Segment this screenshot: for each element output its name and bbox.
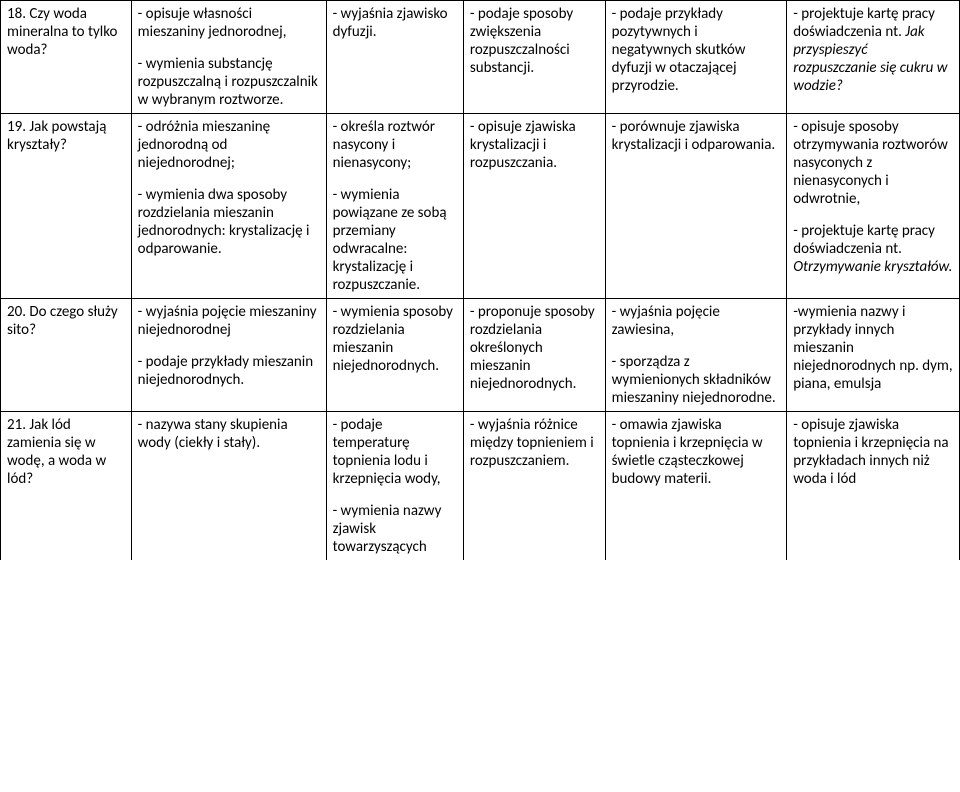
table-row: 20. Do czego służy sito? - wyjaśnia poję… [1, 299, 960, 412]
text-span: - projektuje kartę pracy doświadczenia n… [793, 222, 935, 258]
level-cell: - porównuje zjawiska krystalizacji i odp… [605, 114, 787, 299]
cell-text: 21. Jak lód zamienia się w wodę, a woda … [7, 416, 125, 488]
topic-cell: 19. Jak powstają kryształy? [1, 114, 132, 299]
level-cell: - opisuje zjawiska topnienia i krzepnięc… [787, 412, 960, 561]
cell-text: - omawia zjawiska topnienia i krzepnięci… [612, 416, 781, 488]
curriculum-table: 18. Czy woda mineralna to tylko woda? - … [0, 0, 960, 560]
cell-text: - wyjaśnia pojęcie zawiesina, [612, 303, 781, 339]
cell-text: - wyjaśnia zjawisko dyfuzji. [333, 5, 457, 41]
cell-text: 20. Do czego służy sito? [7, 303, 125, 339]
topic-cell: 21. Jak lód zamienia się w wodę, a woda … [1, 412, 132, 561]
italic-span: Otrzymywanie kryształów. [793, 258, 952, 276]
cell-text: - opisuje zjawiska topnienia i krzepnięc… [793, 416, 953, 488]
level-cell: - podaje sposoby zwiększenia rozpuszczal… [463, 1, 605, 114]
cell-text: - wymienia dwa sposoby rozdzielania mies… [138, 186, 320, 258]
cell-text: - wyjaśnia różnice między topnieniem i r… [470, 416, 599, 470]
cell-text: - wymienia powiązane ze sobą przemiany o… [333, 186, 457, 294]
level-cell: - określa roztwór nasycony i nienasycony… [326, 114, 463, 299]
cell-text: - opisuje sposoby otrzymywania roztworów… [793, 118, 953, 208]
cell-text: - wymienia nazwy zjawisk towarzyszących [333, 502, 457, 556]
cell-text: -wymienia nazwy i przykłady innych miesz… [793, 303, 953, 393]
level-cell: - proponuje sposoby rozdzielania określo… [463, 299, 605, 412]
table-row: 21. Jak lód zamienia się w wodę, a woda … [1, 412, 960, 561]
level-cell: - opisuje zjawiska krystalizacji i rozpu… [463, 114, 605, 299]
cell-text: - opisuje własności mieszaniny jednorodn… [138, 5, 320, 41]
cell-text: - projektuje kartę pracy doświadczenia n… [793, 222, 953, 276]
cell-text: - projektuje kartę pracy doświadczenia n… [793, 5, 953, 95]
cell-text: - podaje sposoby zwiększenia rozpuszczal… [470, 5, 599, 77]
level-cell: - wyjaśnia pojęcie mieszaniny niejednoro… [131, 299, 326, 412]
level-cell: - wyjaśnia pojęcie zawiesina, - sporządz… [605, 299, 787, 412]
level-cell: - omawia zjawiska topnienia i krzepnięci… [605, 412, 787, 561]
level-cell: - projektuje kartę pracy doświadczenia n… [787, 1, 960, 114]
level-cell: - nazywa stany skupienia wody (ciekły i … [131, 412, 326, 561]
level-cell: -wymienia nazwy i przykłady innych miesz… [787, 299, 960, 412]
cell-text: - porównuje zjawiska krystalizacji i odp… [612, 118, 781, 154]
level-cell: - odróżnia mieszaninę jednorodną od niej… [131, 114, 326, 299]
level-cell: - wyjaśnia zjawisko dyfuzji. [326, 1, 463, 114]
topic-cell: 18. Czy woda mineralna to tylko woda? [1, 1, 132, 114]
level-cell: - wyjaśnia różnice między topnieniem i r… [463, 412, 605, 561]
cell-text: - proponuje sposoby rozdzielania określo… [470, 303, 599, 393]
cell-text: - sporządza z wymienionych składników mi… [612, 353, 781, 407]
cell-text: 19. Jak powstają kryształy? [7, 118, 125, 154]
cell-text: - podaje przykłady mieszanin niejednorod… [138, 353, 320, 389]
topic-cell: 20. Do czego służy sito? [1, 299, 132, 412]
cell-text: - wymienia sposoby rozdzielania mieszani… [333, 303, 457, 375]
cell-text: - opisuje zjawiska krystalizacji i rozpu… [470, 118, 599, 172]
cell-text: - odróżnia mieszaninę jednorodną od niej… [138, 118, 320, 172]
level-cell: - podaje przykłady pozytywnych i negatyw… [605, 1, 787, 114]
table-row: 18. Czy woda mineralna to tylko woda? - … [1, 1, 960, 114]
cell-text: 18. Czy woda mineralna to tylko woda? [7, 5, 125, 59]
cell-text: - wyjaśnia pojęcie mieszaniny niejednoro… [138, 303, 320, 339]
cell-text: - określa roztwór nasycony i nienasycony… [333, 118, 457, 172]
cell-text: - wymienia substancję rozpuszczalną i ro… [138, 55, 320, 109]
cell-text: - nazywa stany skupienia wody (ciekły i … [138, 416, 320, 452]
level-cell: - opisuje własności mieszaniny jednorodn… [131, 1, 326, 114]
level-cell: - opisuje sposoby otrzymywania roztworów… [787, 114, 960, 299]
cell-text: - podaje przykłady pozytywnych i negatyw… [612, 5, 781, 95]
level-cell: - wymienia sposoby rozdzielania mieszani… [326, 299, 463, 412]
level-cell: - podaje temperaturę topnienia lodu i kr… [326, 412, 463, 561]
table-row: 19. Jak powstają kryształy? - odróżnia m… [1, 114, 960, 299]
cell-text: - podaje temperaturę topnienia lodu i kr… [333, 416, 457, 488]
